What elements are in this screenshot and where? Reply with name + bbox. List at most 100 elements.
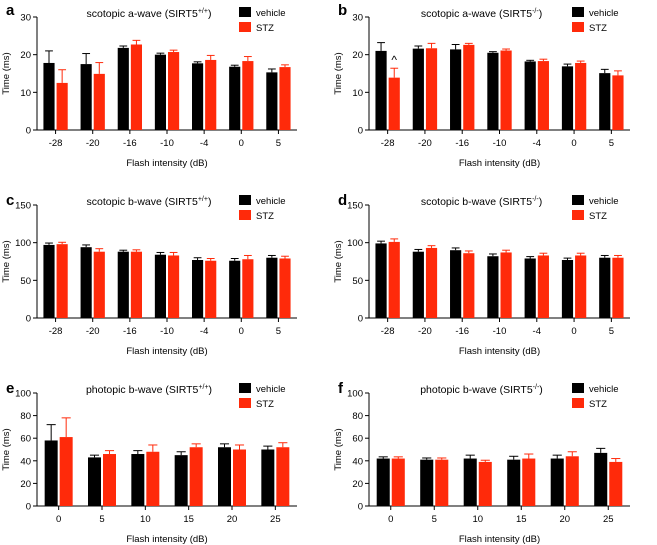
y-tick-label: 50 [352, 276, 363, 287]
x-tick-label: 5 [432, 514, 437, 525]
title-text: scotopic b-wave (SIRT5 [421, 196, 532, 208]
x-tick-label: 0 [239, 326, 244, 337]
x-tick-label: 20 [559, 514, 570, 525]
legend-swatch-vehicle [572, 383, 584, 393]
title-close: ) [539, 384, 543, 396]
x-tick-label: -16 [455, 326, 469, 337]
legend-swatch-stz [572, 398, 584, 408]
y-tick-label: 150 [347, 201, 363, 212]
legend-label-stz: STZ [589, 211, 607, 222]
bar-vehicle-25 [594, 452, 608, 506]
legend-swatch-vehicle [239, 383, 251, 393]
panel-letter: b [338, 2, 347, 19]
x-tick-label: 5 [609, 138, 614, 149]
x-axis-label: Flash intensity (dB) [126, 158, 207, 169]
bar-stz-0 [575, 255, 587, 318]
x-axis-label: Flash intensity (dB) [459, 346, 540, 357]
chart-title: photopic b-wave (SIRT5+/+) [86, 384, 212, 396]
bar-vehicle--4 [524, 258, 536, 318]
bar-stz--28 [388, 77, 400, 130]
bar-vehicle-20 [218, 447, 231, 506]
bar-vehicle-15 [507, 459, 521, 506]
y-tick-label: 20 [20, 479, 31, 490]
bar-stz-5 [612, 257, 624, 318]
x-tick-label: -28 [381, 138, 395, 149]
title-genotype: +/+ [198, 196, 208, 203]
title-genotype: -/- [532, 8, 539, 15]
bar-vehicle--20 [412, 251, 424, 318]
bar-stz--16 [463, 44, 475, 130]
y-tick-label: 30 [352, 13, 363, 24]
x-tick-label: 0 [239, 138, 244, 149]
panel-letter: d [338, 192, 347, 209]
title-text: photopic b-wave (SIRT5 [86, 384, 199, 396]
x-tick-label: 0 [388, 514, 393, 525]
x-tick-label: 25 [270, 514, 281, 525]
bar-vehicle-5 [266, 257, 278, 318]
bar-stz-25 [276, 447, 290, 506]
chart-title: photopic b-wave (SIRT5-/-) [420, 384, 543, 396]
bar-vehicle-10 [131, 454, 145, 506]
x-tick-label: -10 [493, 326, 507, 337]
panel-c: c scotopic b-wave (SIRT5+/+)050100150Time… [1, 192, 297, 357]
bar-vehicle--16 [117, 251, 129, 318]
panel-letter: a [6, 2, 15, 19]
x-axis-label: Flash intensity (dB) [126, 346, 207, 357]
y-tick-label: 10 [20, 88, 31, 99]
legend-label-vehicle: vehicle [589, 196, 619, 207]
panel-letter: c [6, 192, 14, 209]
x-tick-label: 15 [183, 514, 194, 525]
bar-vehicle--20 [80, 64, 92, 130]
title-text: scotopic b-wave (SIRT5 [87, 196, 198, 208]
y-tick-label: 30 [20, 13, 31, 24]
legend-label-stz: STZ [589, 23, 607, 34]
x-tick-label: -10 [493, 138, 507, 149]
legend-swatch-stz [239, 22, 251, 32]
y-tick-label: 60 [352, 434, 363, 445]
title-close: ) [539, 196, 543, 208]
bar-vehicle-15 [174, 455, 188, 506]
bar-stz-15 [522, 458, 536, 506]
bar-stz--4 [537, 61, 549, 130]
bar-stz-0 [242, 259, 254, 318]
bar-vehicle--28 [375, 243, 387, 318]
title-text: photopic b-wave (SIRT5 [420, 384, 533, 396]
bar-vehicle-0 [44, 440, 58, 506]
legend-swatch-vehicle [572, 195, 584, 205]
y-tick-label: 100 [347, 238, 363, 249]
title-genotype: +/+ [198, 8, 208, 15]
y-tick-label: 20 [352, 50, 363, 61]
bar-vehicle--16 [450, 49, 462, 130]
bar-vehicle--28 [43, 244, 55, 318]
bar-vehicle--28 [43, 62, 55, 130]
y-tick-label: 100 [347, 389, 363, 400]
bar-stz--16 [463, 253, 475, 318]
y-tick-label: 10 [352, 88, 363, 99]
title-genotype: -/- [532, 196, 539, 203]
title-text: scotopic a-wave (SIRT5 [421, 8, 532, 20]
y-axis-label: Time (ms) [1, 52, 12, 94]
bar-stz--16 [130, 44, 142, 130]
bar-stz-0 [391, 458, 405, 506]
bar-stz-15 [189, 447, 203, 506]
legend-swatch-vehicle [239, 195, 251, 205]
x-tick-label: -20 [86, 138, 100, 149]
x-tick-label: -4 [533, 138, 541, 149]
bar-stz-0 [242, 61, 254, 130]
x-tick-label: -4 [200, 138, 208, 149]
bar-vehicle--4 [524, 61, 536, 130]
y-axis-label: Time (ms) [333, 428, 344, 470]
y-tick-label: 0 [26, 314, 31, 325]
legend-swatch-vehicle [572, 7, 584, 17]
bar-stz--4 [537, 255, 549, 318]
x-axis-label: Flash intensity (dB) [459, 534, 540, 545]
y-tick-label: 0 [26, 126, 31, 137]
y-tick-label: 20 [352, 479, 363, 490]
bar-stz--28 [56, 244, 68, 318]
x-tick-label: -20 [418, 138, 432, 149]
bar-stz-0 [575, 62, 587, 130]
x-tick-label: -16 [123, 326, 137, 337]
bar-vehicle-25 [261, 449, 275, 506]
x-tick-label: -4 [200, 326, 208, 337]
